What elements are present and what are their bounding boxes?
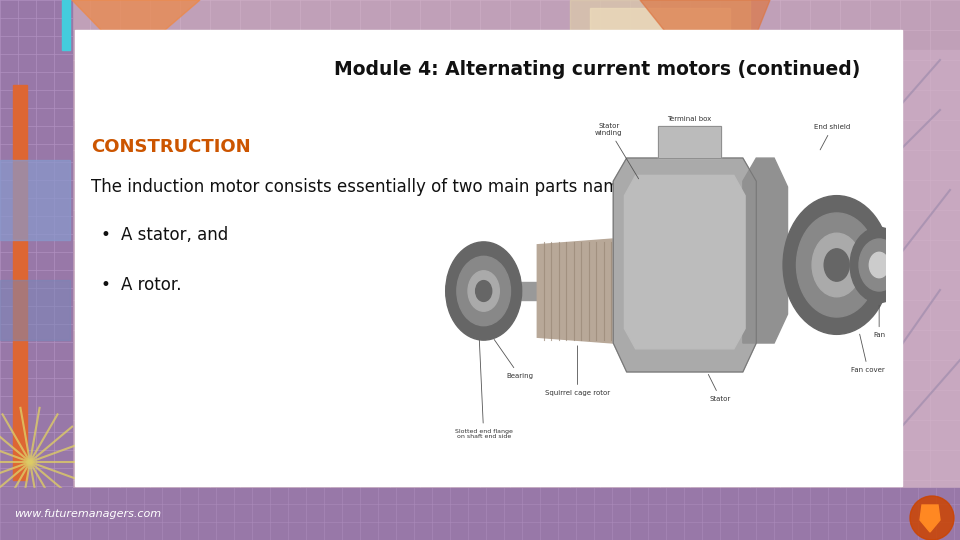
Text: Fan cover: Fan cover	[852, 334, 885, 373]
Bar	[62, 0, 70, 50]
Polygon shape	[640, 0, 770, 50]
Polygon shape	[743, 158, 787, 343]
Bar	[0, 0, 72, 540]
Text: A stator, and: A stator, and	[121, 226, 228, 244]
Circle shape	[851, 227, 908, 302]
Text: A rotor.: A rotor.	[121, 276, 181, 294]
Circle shape	[445, 242, 521, 340]
Circle shape	[910, 496, 954, 540]
Bar	[590, 8, 730, 52]
Polygon shape	[613, 158, 756, 372]
Bar	[0, 488, 960, 540]
Circle shape	[783, 195, 890, 334]
Polygon shape	[920, 505, 940, 532]
Bar	[570, 0, 750, 60]
Text: Squirrel cage rotor: Squirrel cage rotor	[545, 346, 610, 396]
Circle shape	[859, 239, 900, 291]
Bar	[0, 280, 70, 340]
Text: Stator: Stator	[708, 374, 732, 402]
Bar	[75, 30, 902, 486]
Bar	[658, 126, 721, 158]
Text: The induction motor consists essentially of two main parts namely:: The induction motor consists essentially…	[91, 178, 649, 195]
Text: www.futuremanagers.com: www.futuremanagers.com	[14, 509, 161, 519]
Circle shape	[457, 256, 511, 326]
Circle shape	[870, 252, 889, 278]
Circle shape	[812, 233, 861, 297]
Polygon shape	[624, 176, 745, 349]
Polygon shape	[72, 0, 200, 60]
Bar	[13, 85, 27, 480]
Bar	[658, 126, 721, 158]
Circle shape	[797, 213, 876, 317]
Text: •: •	[101, 276, 110, 294]
Text: Fan: Fan	[873, 305, 885, 338]
Text: CONSTRUCTION: CONSTRUCTION	[91, 138, 251, 156]
Text: •: •	[101, 226, 110, 244]
Bar	[462, 282, 605, 300]
Text: Slotted end flange
on shaft end side: Slotted end flange on shaft end side	[455, 340, 513, 440]
Text: Terminal box: Terminal box	[667, 116, 711, 122]
Bar	[840, 50, 960, 490]
Text: End shield: End shield	[814, 124, 851, 150]
Text: Module 4: Alternating current motors (continued): Module 4: Alternating current motors (co…	[334, 60, 860, 79]
Circle shape	[468, 271, 499, 311]
Polygon shape	[538, 239, 622, 343]
Text: Stator
winding: Stator winding	[595, 123, 638, 179]
Circle shape	[475, 281, 492, 301]
Circle shape	[825, 249, 850, 281]
Bar	[0, 160, 70, 240]
Text: Bearing: Bearing	[494, 340, 533, 379]
